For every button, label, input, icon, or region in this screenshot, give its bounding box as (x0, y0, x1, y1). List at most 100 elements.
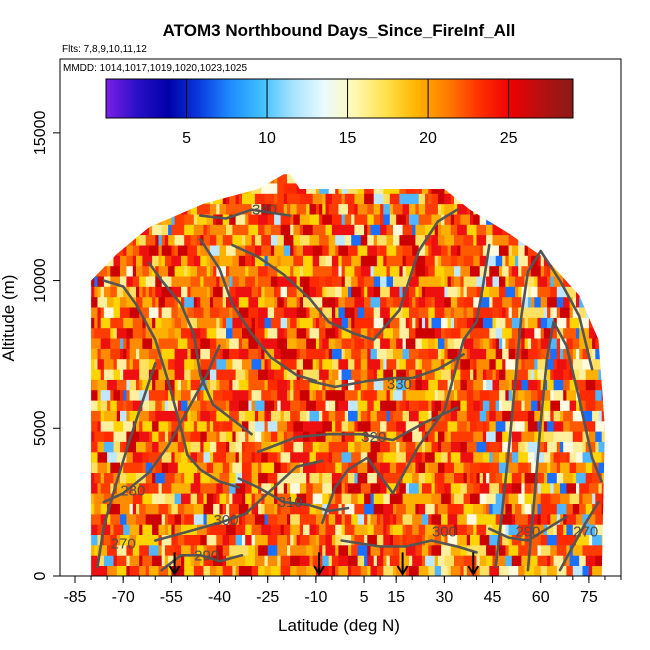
heatmap-cell (94, 431, 105, 442)
heatmap-cell (454, 369, 461, 380)
heatmap-cell (585, 400, 596, 411)
heatmap-cell (152, 420, 160, 432)
heatmap-cell (206, 348, 211, 360)
heatmap-cell (572, 565, 583, 576)
heatmap-cell (588, 276, 600, 287)
heatmap-cell (479, 183, 487, 194)
heatmap-cell (190, 203, 198, 215)
heatmap-cell (248, 214, 259, 225)
heatmap-cell (418, 358, 423, 370)
heatmap-cell (136, 214, 140, 225)
heatmap-cell (521, 358, 526, 370)
heatmap-cell (328, 234, 336, 246)
flight-marker-head (168, 565, 181, 576)
heatmap-cell (309, 451, 317, 463)
heatmap-cell (177, 503, 185, 515)
heatmap-cell (402, 203, 410, 215)
heatmap-cell (91, 307, 98, 318)
heatmap-cell (527, 255, 532, 267)
heatmap-cell (187, 265, 192, 277)
heatmap-cell (425, 224, 436, 236)
heatmap-cell (319, 472, 323, 484)
heatmap-cell (312, 493, 323, 504)
heatmap-cell (94, 503, 102, 515)
heatmap-cell (482, 451, 490, 463)
heatmap-cell (354, 503, 365, 515)
heatmap-cell (325, 348, 330, 360)
heatmap-cell (274, 348, 282, 360)
heatmap-cell (287, 203, 291, 215)
heatmap-cell (550, 203, 561, 215)
heatmap-cell (283, 296, 288, 308)
heatmap-cell (242, 441, 246, 453)
heatmap-cell (277, 472, 288, 484)
heatmap-cell (219, 379, 230, 391)
heatmap-cell (296, 296, 301, 308)
heatmap-cell (187, 379, 192, 391)
heatmap-cell (306, 410, 310, 422)
heatmap-cell (171, 534, 176, 546)
heatmap-cell (441, 369, 452, 380)
heatmap-cell (91, 514, 92, 525)
heatmap-cell (537, 234, 548, 246)
heatmap-cell (409, 307, 420, 318)
heatmap-cell (569, 193, 580, 205)
heatmap-cell (303, 265, 314, 277)
heatmap-cell (598, 203, 605, 215)
heatmap-cell (348, 389, 359, 401)
heatmap-cell (245, 514, 256, 525)
heatmap-cell (489, 358, 497, 370)
heatmap-cell (460, 545, 468, 556)
heatmap-cell (222, 503, 227, 515)
heatmap-cell (155, 462, 163, 473)
heatmap-cell (261, 503, 266, 515)
heatmap-cell (486, 224, 494, 236)
heatmap-cell (405, 545, 416, 556)
heatmap-cell (110, 224, 121, 236)
heatmap-cell (187, 462, 198, 473)
heatmap-cell (351, 565, 362, 576)
heatmap-cell (389, 317, 400, 329)
heatmap-cell (389, 389, 394, 401)
heatmap-cell (174, 451, 182, 463)
heatmap-cell (425, 472, 433, 484)
heatmap-cell (213, 183, 224, 194)
heatmap-cell (120, 338, 124, 349)
heatmap-cell (556, 286, 567, 298)
flight-marker-head (467, 565, 480, 576)
heatmap-cell (405, 565, 410, 576)
heatmap-cell (540, 214, 551, 225)
heatmap-cell (399, 327, 410, 339)
heatmap-cell (604, 514, 605, 525)
heatmap-cell (126, 338, 131, 349)
heatmap-cell (315, 265, 320, 277)
heatmap-cell (200, 276, 205, 287)
heatmap-cell (441, 514, 449, 525)
heatmap-cell (319, 276, 327, 287)
heatmap-cell (547, 420, 555, 432)
heatmap-cell (418, 203, 426, 215)
heatmap-cell (409, 482, 420, 494)
heatmap-cell (331, 317, 343, 329)
heatmap-cell (235, 174, 243, 184)
heatmap-cell (181, 224, 185, 236)
heatmap-cell (572, 296, 577, 308)
heatmap-cell (354, 193, 365, 205)
heatmap-cell (91, 338, 92, 349)
heatmap-cell (251, 286, 259, 298)
heatmap-cell (450, 400, 461, 411)
heatmap-cell (258, 534, 269, 546)
heatmap-cell (450, 276, 455, 287)
heatmap-cell (444, 327, 452, 339)
heatmap-cell (556, 545, 567, 556)
heatmap-cell (421, 555, 426, 566)
heatmap-cell (158, 482, 163, 494)
heatmap-cell (91, 472, 92, 484)
heatmap-cell (537, 555, 548, 566)
heatmap-cell (389, 286, 400, 298)
heatmap-cell (373, 317, 384, 329)
heatmap-cell (447, 534, 458, 546)
heatmap-cell (309, 534, 317, 546)
colorbar-ticks: 5 10 15 20 25 (182, 79, 518, 147)
heatmap-cell (164, 400, 169, 411)
